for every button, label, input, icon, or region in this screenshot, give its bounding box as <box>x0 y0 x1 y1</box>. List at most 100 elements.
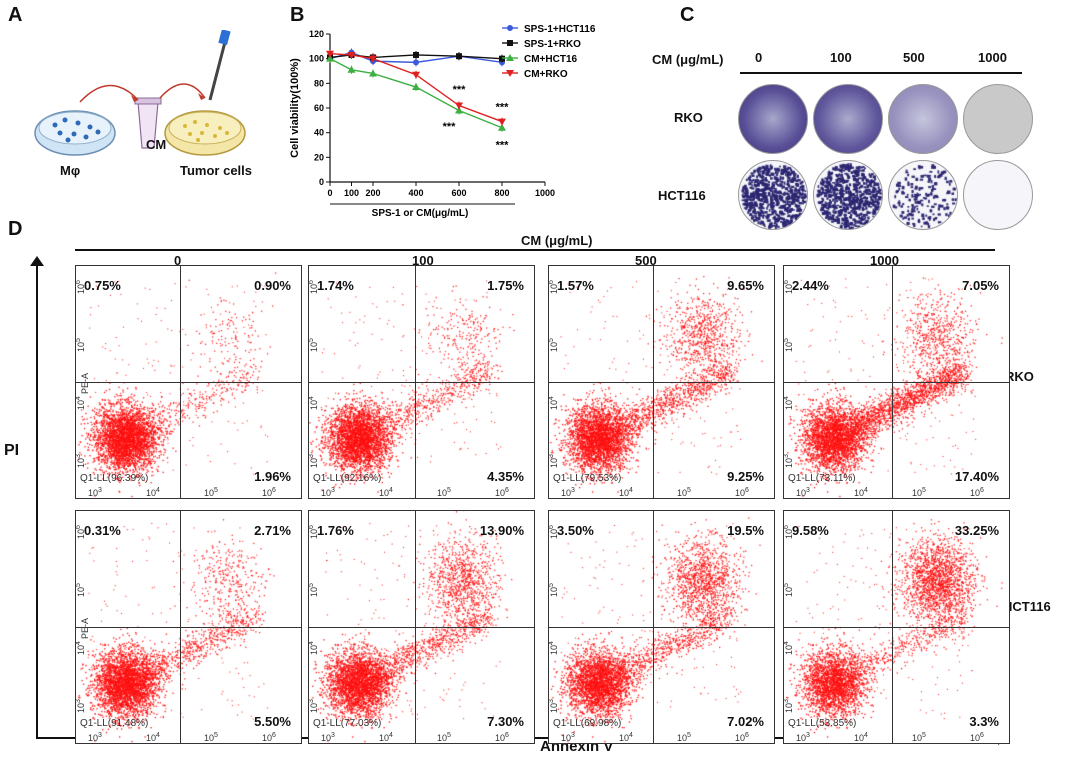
y-tick-label: 104 <box>783 396 794 410</box>
quadrant-lr-percent: 7.02% <box>727 714 764 729</box>
quadrant-ul-percent: 0.31% <box>84 523 121 538</box>
x-tick-label: 105 <box>204 487 218 498</box>
panel-c-letter: C <box>680 4 695 26</box>
y-tick-label: 60 <box>314 103 324 113</box>
legend-label: SPS-1+HCT116 <box>524 24 596 35</box>
x-tick-label: 104 <box>146 732 160 743</box>
y-tick-label: 104 <box>548 641 559 655</box>
y-tick-label: 105 <box>548 338 559 352</box>
x-tick-label: 105 <box>437 487 451 498</box>
panel-a-schematic <box>34 30 246 156</box>
flow-plot: 1.74% 1.75% 4.35% Q1-LL(92.16%) 103 104 105 106… <box>308 265 535 499</box>
panel-d-letter: D <box>8 218 23 240</box>
x-tick-label: 100 <box>344 188 359 198</box>
quadrant-ur-percent: 2.71% <box>254 523 291 538</box>
y-tick-label: 104 <box>308 396 319 410</box>
colony-header-rule <box>740 72 1022 74</box>
quadrant-horizontal-line <box>549 627 774 628</box>
y-tick-label: 103 <box>783 454 794 468</box>
flow-conc-0: 0 <box>174 253 182 268</box>
arrow-icon <box>159 83 206 99</box>
x-tick-label: 106 <box>495 732 509 743</box>
x-tick-label: 0 <box>327 188 332 198</box>
colony-dish <box>963 160 1033 230</box>
quadrant-lr-percent: 9.25% <box>727 469 764 484</box>
quadrant-ll-label: Q1-LL(69.98%) <box>553 718 622 729</box>
quadrant-horizontal-line <box>309 382 534 383</box>
quadrant-ur-percent: 0.90% <box>254 278 291 293</box>
x-tick-label: 103 <box>88 732 102 743</box>
y-tick-label: 103 <box>75 454 86 468</box>
significance-label: *** <box>496 140 510 152</box>
y-tick-label: 104 <box>75 641 86 655</box>
y-tick-label: 106 <box>548 280 559 294</box>
colony-conc-0: 0 <box>755 50 763 65</box>
y-tick-label: 106 <box>75 525 86 539</box>
flow-conc-1000: 1000 <box>870 253 899 268</box>
quadrant-ur-percent: 1.75% <box>487 278 524 293</box>
y-tick-label: 106 <box>308 280 319 294</box>
y-tick-label: 104 <box>75 396 86 410</box>
x-tick-label: 200 <box>365 188 380 198</box>
quadrant-lr-percent: 1.96% <box>254 469 291 484</box>
quadrant-horizontal-line <box>76 627 301 628</box>
legend-label: SPS-1+RKO <box>524 39 581 50</box>
y-tick-label: 103 <box>548 699 559 713</box>
y-tick-label: 106 <box>783 525 794 539</box>
data-point <box>369 55 377 63</box>
quadrant-lr-percent: 17.40% <box>954 469 999 484</box>
x-tick-label: 106 <box>970 487 984 498</box>
y-axis-title: Cell viability(100%) <box>289 58 301 158</box>
colony-dish <box>888 160 958 230</box>
quadrant-ur-percent: 7.05% <box>962 278 999 293</box>
quadrant-ll-label: Q1-LL(73.11%) <box>788 473 856 484</box>
x-tick-label: 103 <box>88 487 102 498</box>
quadrant-ll-label: Q1-LL(96.39%) <box>80 473 149 484</box>
legend-marker <box>506 54 514 61</box>
pi-axis-line <box>36 262 38 738</box>
quadrant-horizontal-line <box>309 627 534 628</box>
x-tick-label: 105 <box>437 732 451 743</box>
flow-plot: 0.31% 2.71% 5.50% Q1-LL(91.48%) PE-A 103 104 10… <box>75 510 302 744</box>
y-tick-label: 20 <box>314 152 324 162</box>
flow-plot: 3.50% 19.5% 7.02% Q1-LL(69.98%) 103 104 105 106… <box>548 510 775 744</box>
quadrant-ul-percent: 1.57% <box>557 278 594 293</box>
x-tick-label: 103 <box>561 732 575 743</box>
flow-row-rko: RKO <box>1005 369 1034 384</box>
quadrant-lr-percent: 7.30% <box>487 714 524 729</box>
quadrant-lr-percent: 4.35% <box>487 469 524 484</box>
flow-conc-100: 100 <box>412 253 434 268</box>
colony-dish <box>738 160 808 230</box>
x-tick-label: 105 <box>677 487 691 498</box>
pipette-icon <box>208 37 228 101</box>
quadrant-ll-label: Q1-LL(79.53%) <box>553 473 622 484</box>
quadrant-ul-percent: 2.44% <box>792 278 829 293</box>
colony-conc-500: 500 <box>903 50 925 65</box>
quadrant-horizontal-line <box>784 382 1009 383</box>
colony-header-label: CM (μg/mL) <box>652 52 724 67</box>
data-point <box>413 51 419 58</box>
flow-conc-500: 500 <box>635 253 657 268</box>
flow-row-hct116: HCT116 <box>1003 599 1051 614</box>
y-tick-label: 103 <box>308 454 319 468</box>
x-tick-label: 106 <box>262 732 276 743</box>
y-tick-label: 104 <box>783 641 794 655</box>
panel-b-letter: B <box>290 4 305 26</box>
quadrant-lr-percent: 3.3% <box>969 714 999 729</box>
quadrant-ur-percent: 33.25% <box>954 523 999 538</box>
quadrant-horizontal-line <box>549 382 774 383</box>
data-point <box>455 106 463 114</box>
x-tick-label: 105 <box>912 487 926 498</box>
flow-plot: 0.75% 0.90% 1.96% Q1-LL(96.39%) PE-A 103 104 10… <box>75 265 302 499</box>
y-tick-label: 105 <box>75 583 86 597</box>
y-tick-label: 103 <box>75 699 86 713</box>
significance-label: *** <box>443 121 457 133</box>
data-point <box>412 83 420 91</box>
x-tick-label: 104 <box>379 732 393 743</box>
quadrant-ul-percent: 9.58% <box>792 523 829 538</box>
x-tick-label: 104 <box>619 732 633 743</box>
x-tick-label: 104 <box>854 487 868 498</box>
y-tick-label: 105 <box>308 583 319 597</box>
data-point <box>412 71 420 79</box>
x-tick-label: 103 <box>321 732 335 743</box>
